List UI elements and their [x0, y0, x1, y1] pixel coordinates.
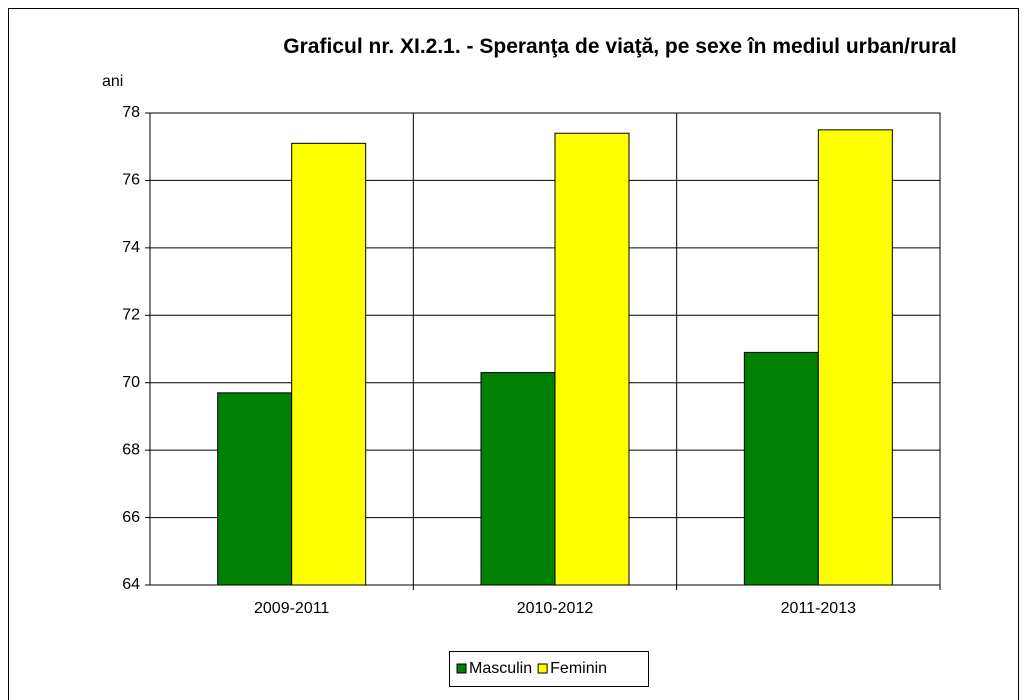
bar [217, 392, 293, 586]
x-tick-label: 2011-2013 [781, 600, 856, 617]
bar [291, 142, 367, 586]
bar [817, 129, 893, 586]
x-tick-label: 2009-2011 [254, 600, 329, 617]
legend-swatch [537, 663, 548, 674]
y-axis-label: ani [102, 73, 123, 90]
y-tick-label: 74 [122, 239, 140, 256]
y-tick-label: 64 [122, 576, 140, 593]
y-tick-label: 66 [122, 509, 140, 526]
y-tick-label: 68 [122, 441, 140, 458]
bar [743, 351, 819, 586]
legend-swatch [456, 663, 467, 674]
legend-label: Feminin [550, 660, 607, 677]
y-tick-label: 76 [122, 172, 140, 189]
x-tick-label: 2010-2012 [517, 600, 594, 617]
chart-border [8, 8, 1019, 700]
bar [554, 132, 630, 586]
y-tick-label: 70 [122, 374, 140, 391]
bar [480, 372, 556, 586]
legend-box [449, 651, 649, 687]
chart-title: Graficul nr. XI.2.1. - Speranţa de viaţă… [283, 35, 957, 58]
y-tick-label: 72 [122, 307, 140, 324]
legend-label: Masculin [469, 660, 532, 677]
y-tick-label: 78 [122, 104, 140, 121]
